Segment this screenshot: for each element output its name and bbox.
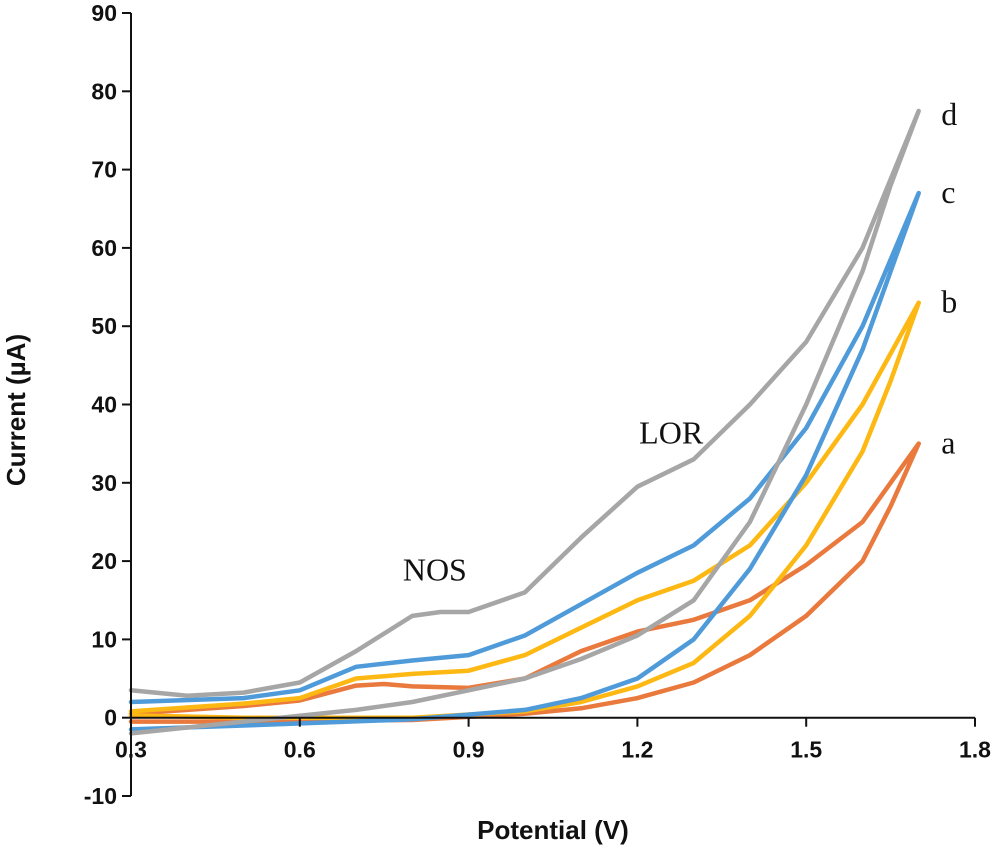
series-a-label: a (941, 425, 955, 461)
series-labels: a b c d (941, 96, 957, 461)
y-tick-label: 50 (91, 313, 117, 339)
y-tick-label: 20 (91, 548, 117, 574)
x-tick-label: 0.9 (453, 737, 485, 763)
y-tick-label: 40 (91, 392, 117, 418)
peak-annotation-nos: NOS (403, 552, 467, 588)
x-tick-label: 0.3 (115, 737, 147, 763)
x-tick-label: 0.6 (284, 737, 316, 763)
x-axis-title: Potential (V) (477, 815, 629, 845)
y-tick-label: 30 (91, 470, 117, 496)
y-tick-label: 70 (91, 157, 117, 183)
y-tick-label: -10 (84, 783, 117, 809)
series-a-curve (128, 441, 921, 724)
peak-annotation-lor: LOR (639, 415, 704, 451)
y-ticks: -10 0 10 20 30 40 50 60 70 80 90 (84, 0, 131, 809)
series-b-label: b (941, 284, 957, 320)
y-tick-label: 60 (91, 235, 117, 261)
series-d-label: d (941, 96, 957, 132)
series-c-curve (128, 190, 921, 732)
y-tick-label: 10 (91, 626, 117, 652)
x-tick-label: 1.8 (959, 737, 991, 763)
x-tick-label: 1.2 (621, 737, 653, 763)
x-ticks: 0.3 0.6 0.9 1.2 1.5 1.8 (115, 717, 991, 763)
series-d-curve (128, 108, 921, 736)
series-b-curve (128, 300, 921, 720)
plot-area (128, 108, 921, 736)
x-tick-label: 1.5 (790, 737, 822, 763)
y-tick-label: 0 (104, 705, 117, 731)
series-c-label: c (941, 174, 955, 210)
y-tick-label: 80 (91, 78, 117, 104)
y-tick-label: 90 (91, 0, 117, 26)
y-axis-title: Current (µA) (1, 334, 31, 486)
annotations: NOS LOR (403, 415, 704, 588)
